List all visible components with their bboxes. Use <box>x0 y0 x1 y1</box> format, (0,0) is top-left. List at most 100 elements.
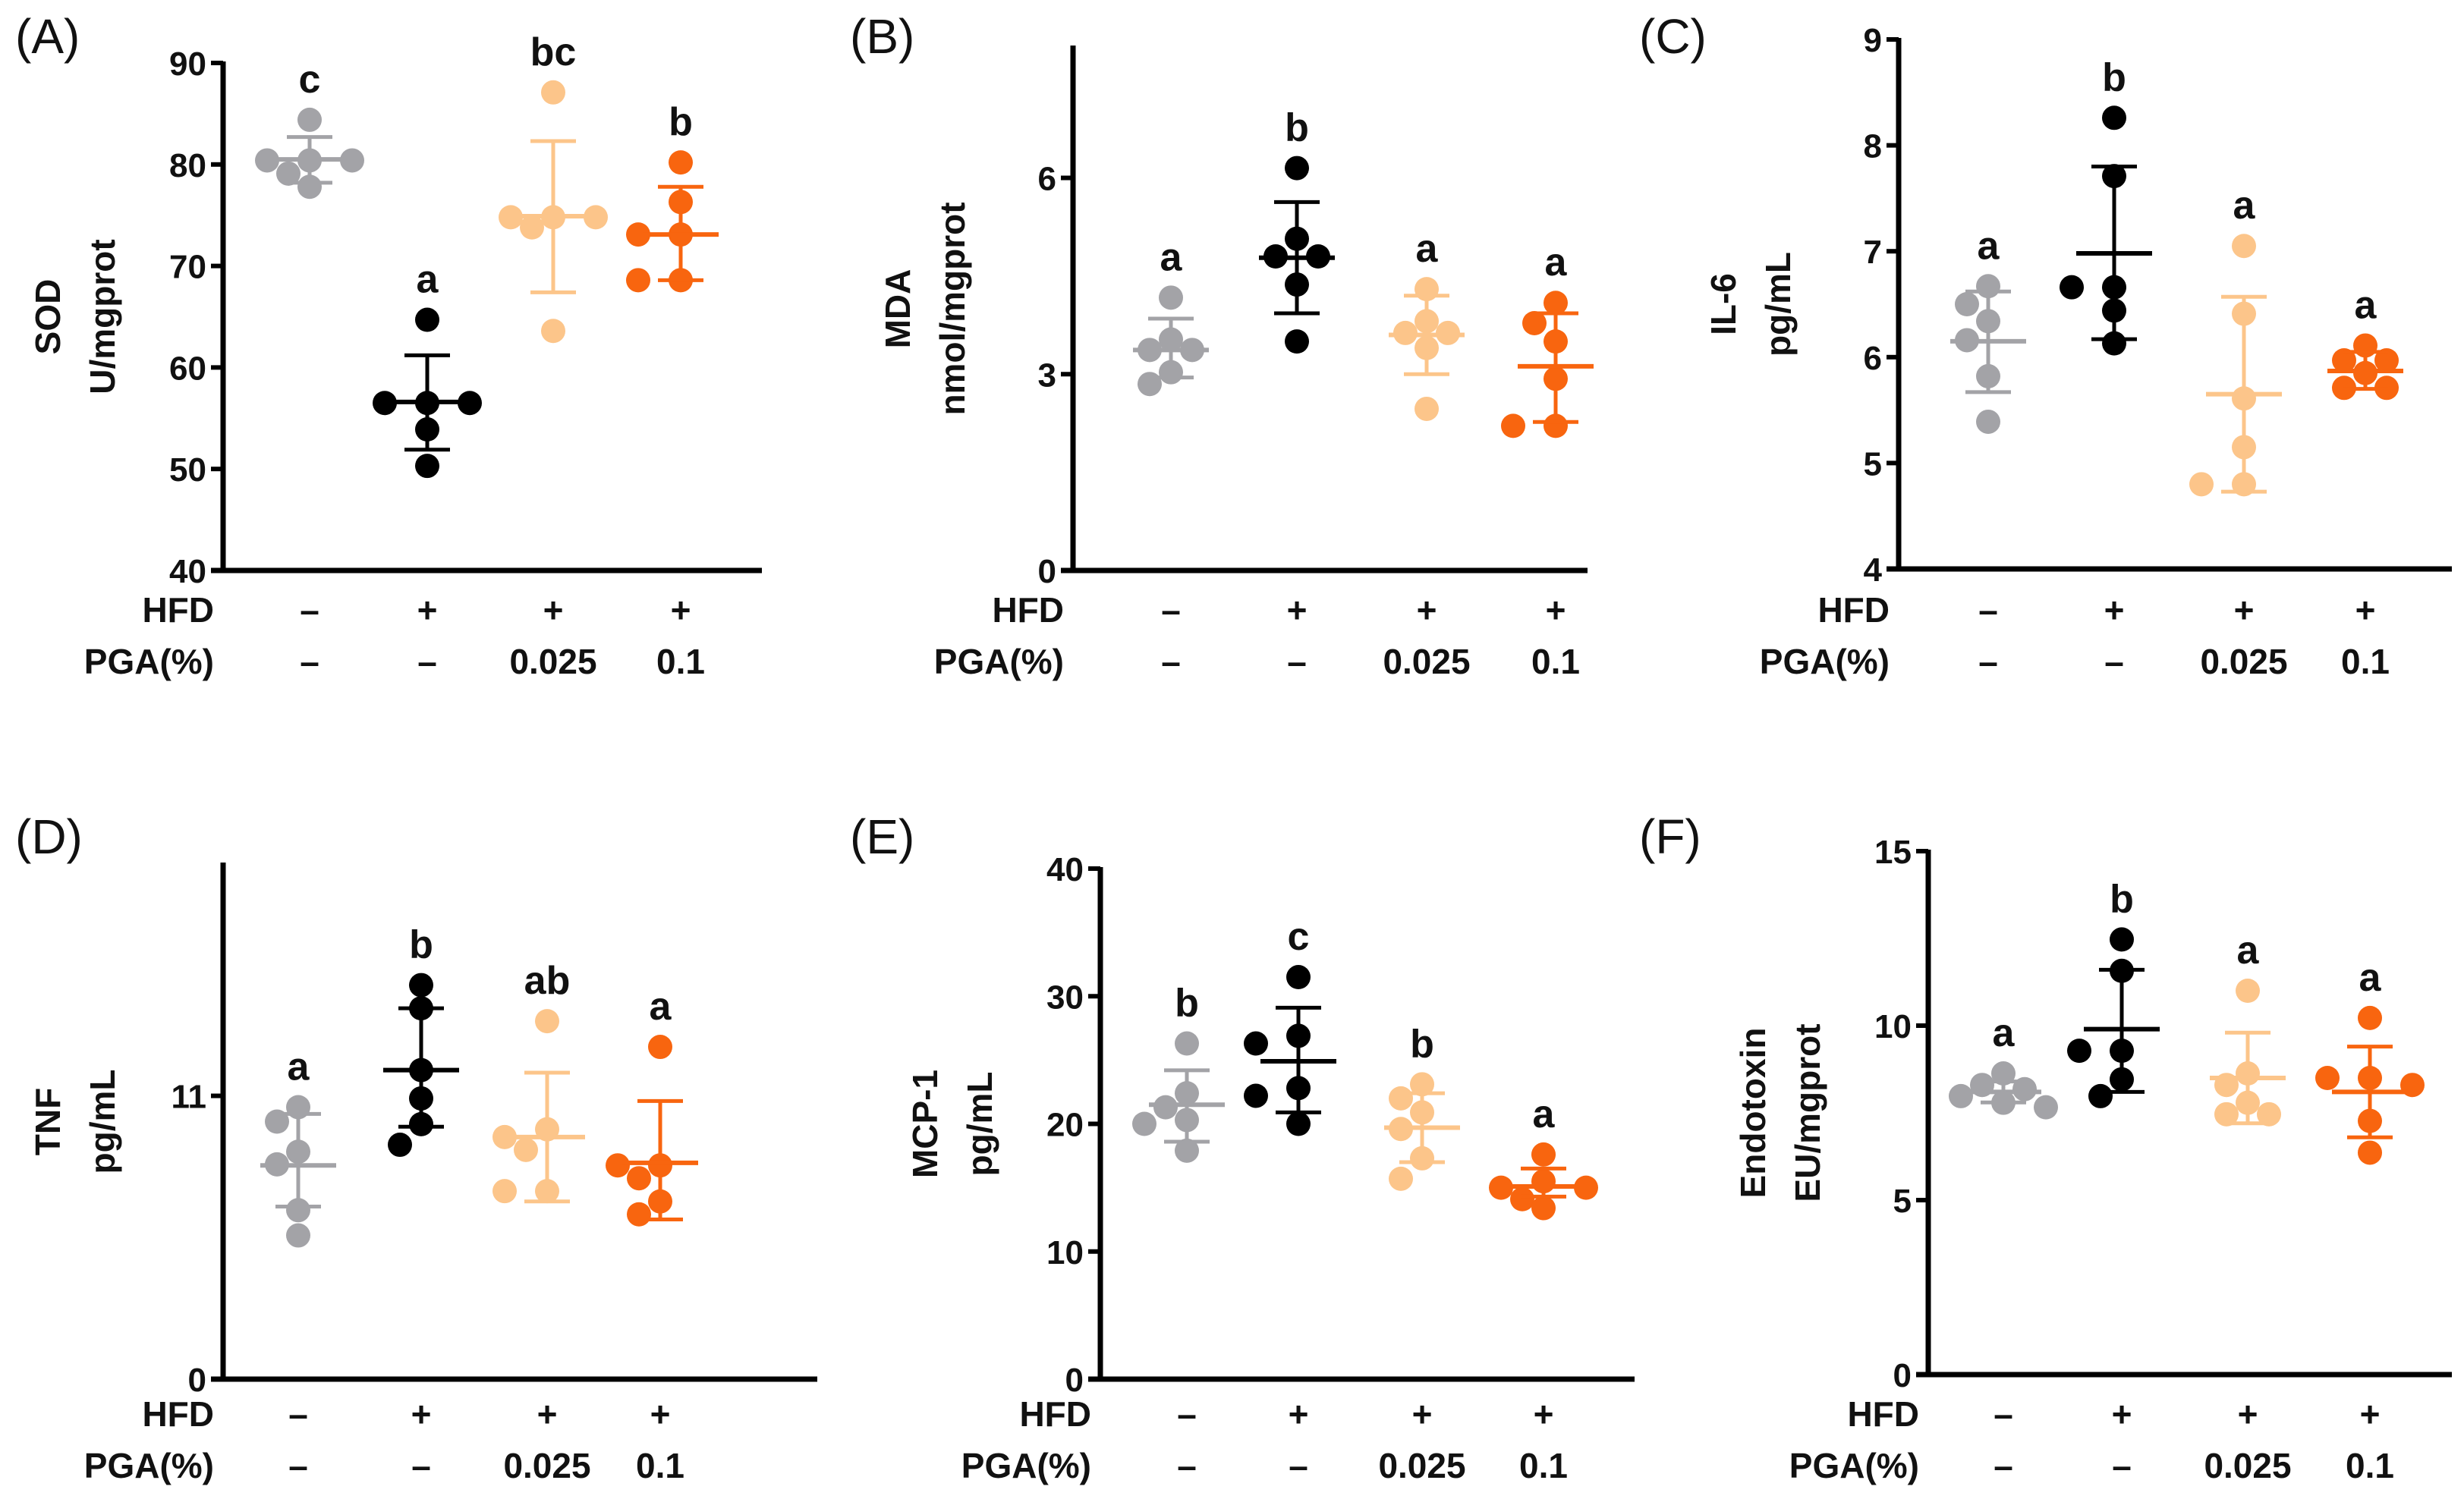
group-2: b + – <box>2067 877 2160 1485</box>
data-point <box>541 319 565 344</box>
group-3: a +0.025 <box>2204 929 2291 1485</box>
pga-value: – <box>1177 1446 1197 1485</box>
pga-value: – <box>2104 642 2124 681</box>
data-point <box>514 1137 538 1162</box>
significance-letter: c <box>299 58 321 102</box>
group-2: b + – <box>1259 106 1335 681</box>
data-point <box>606 1153 630 1178</box>
significance-letter: b <box>2102 55 2126 99</box>
hfd-value: + <box>1412 1394 1433 1434</box>
significance-letter: a <box>2359 956 2382 1000</box>
hfd-row-label: HFD <box>142 590 214 630</box>
data-point <box>1286 1111 1311 1136</box>
pga-value: 0.025 <box>509 642 596 681</box>
pga-value: 0.1 <box>1519 1446 1568 1485</box>
data-point <box>1244 1031 1268 1056</box>
y-tick-label: 40 <box>1046 851 1084 888</box>
data-point <box>535 1009 559 1034</box>
y-axis-label: nmol/mgprot <box>933 202 972 415</box>
hfd-value: + <box>2112 1394 2132 1434</box>
hfd-value: + <box>2360 1394 2381 1434</box>
hfd-row-label: HFD <box>1847 1394 1919 1434</box>
group-2: b + – <box>2060 55 2152 681</box>
group-1: a – – <box>1950 224 2026 681</box>
data-point <box>648 1035 672 1060</box>
y-tick-label: 20 <box>1046 1107 1084 1144</box>
data-point <box>1138 372 1162 397</box>
group-1: a – – <box>1949 1011 2058 1485</box>
data-point <box>1415 396 1439 421</box>
group-3: a +0.025 <box>1383 227 1470 681</box>
data-point <box>415 454 439 479</box>
pga-value: 0.025 <box>2200 642 2287 681</box>
y-axis-label: MCP-1 <box>905 1070 945 1178</box>
hfd-row-label: HFD <box>142 1394 214 1434</box>
y-tick-label: 30 <box>1046 979 1084 1016</box>
group-4: a +0.1 <box>2327 283 2403 681</box>
data-point <box>1544 413 1568 438</box>
data-point <box>2189 472 2214 497</box>
group-1: a – – <box>1133 235 1209 681</box>
data-point <box>2315 1066 2340 1090</box>
pga-value: 0.025 <box>1378 1446 1465 1485</box>
y-axis-label: SOD <box>28 279 68 355</box>
group-3: a +0.025 <box>2189 184 2288 681</box>
panel-label: (D) <box>15 809 83 864</box>
pga-value: – <box>1287 642 1307 681</box>
hfd-value: – <box>1161 590 1181 630</box>
group-4: a +0.1 <box>2315 956 2425 1485</box>
data-point <box>2332 347 2356 372</box>
data-point <box>1285 329 1309 354</box>
pga-value: – <box>1978 642 1998 681</box>
data-point <box>669 150 693 175</box>
y-axis-label: EU/mgprot <box>1788 1023 1827 1202</box>
significance-letter: c <box>1288 915 1310 959</box>
y-tick-label: 3 <box>1038 357 1056 394</box>
data-point <box>1531 1196 1556 1221</box>
significance-letter: b <box>669 100 693 144</box>
data-point <box>541 80 565 105</box>
y-tick-label: 8 <box>1864 128 1882 165</box>
data-point <box>1574 1175 1598 1200</box>
data-point <box>2088 1083 2113 1108</box>
pga-row-label: PGA(%) <box>1760 642 1890 681</box>
y-axis-label: pg/mL <box>83 1070 122 1174</box>
data-point <box>2257 1101 2281 1127</box>
y-axis-label: pg/mL <box>1758 252 1798 357</box>
hfd-value: + <box>1287 590 1308 630</box>
data-point <box>584 205 608 230</box>
group-2: c + – <box>1244 915 1336 1485</box>
significance-letter: a <box>650 985 672 1029</box>
data-point <box>1991 1061 2016 1086</box>
pga-value: – <box>1289 1446 1308 1485</box>
data-point <box>1544 291 1568 316</box>
panel-label: (F) <box>1639 809 1701 864</box>
data-point <box>2236 979 2260 1003</box>
y-tick-label: 90 <box>169 46 206 83</box>
panel-c: (C) 4 5 6 7 8 9 IL-6 pg/mL HFD PGA(%) a – – b + – a +0.025… <box>1639 9 2452 681</box>
y-axis-label: TNF <box>28 1088 68 1155</box>
hfd-value: + <box>1534 1394 1554 1434</box>
group-2: a + – <box>373 258 482 681</box>
group-1: c – – <box>255 58 364 681</box>
data-point <box>1522 310 1547 335</box>
hfd-value: + <box>543 590 564 630</box>
hfd-value: + <box>2234 590 2255 630</box>
significance-letter: bc <box>530 30 577 74</box>
y-tick-label: 6 <box>1038 161 1056 198</box>
data-point <box>2067 1039 2091 1064</box>
group-3: b +0.025 <box>1378 1022 1465 1485</box>
y-tick-label: 6 <box>1864 340 1882 377</box>
y-tick-label: 80 <box>169 147 206 184</box>
y-tick-label: 5 <box>1864 445 1882 482</box>
pga-row-label: PGA(%) <box>934 642 1064 681</box>
data-point <box>2110 927 2134 952</box>
y-tick-label: 9 <box>1864 22 1882 59</box>
data-point <box>499 205 523 230</box>
panel-label: (A) <box>15 9 80 64</box>
data-point <box>2214 1101 2239 1127</box>
y-axis-label: IL-6 <box>1704 273 1743 335</box>
hfd-value: + <box>1546 590 1566 630</box>
data-point <box>286 1223 310 1248</box>
group-1: a – – <box>260 1045 336 1485</box>
